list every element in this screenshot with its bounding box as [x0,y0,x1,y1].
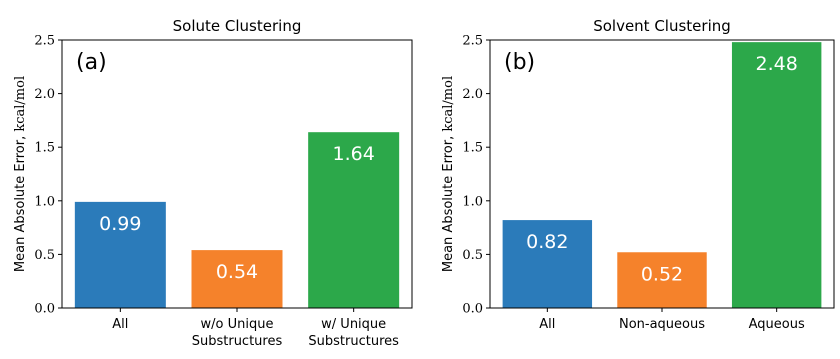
bar-b-1 [617,252,707,308]
panel-b: 0.82 0.52 2.48 0.0 0.5 1.0 1.5 2.0 2.5 All Non-aqu… [441,17,835,332]
y-tick-label-a-1: 0.5 [34,248,55,263]
category-label-b-1: Non-aqueous [619,317,705,332]
y-tick-label-b-3: 1.5 [462,141,483,156]
y-tick-label-a-3: 1.5 [34,141,55,156]
value-label-b-0: 0.82 [526,231,568,253]
panel-label-a: (a) [76,50,107,75]
value-label-b-2: 2.48 [756,53,798,75]
value-label-a-2: 1.64 [333,143,375,165]
category-label-a-0: All [112,317,128,332]
chart-title-a: Solute Clustering [173,17,302,35]
panel-a: 0.99 0.54 1.64 0.0 0.5 1.0 1.5 2.0 2.5 All w/o Uni… [13,17,413,349]
y-tick-label-b-5: 2.5 [462,34,483,49]
value-label-a-1: 0.54 [216,261,258,283]
bar-b-0 [502,220,593,308]
y-axis-label-b: Mean Absolute Error, kcal/mol [441,76,456,272]
y-tick-label-a-5: 2.5 [34,34,55,49]
value-label-a-0: 0.99 [99,213,141,235]
category-label-b-2: Aqueous [749,317,805,332]
y-tick-label-a-2: 1.0 [34,194,55,209]
bar-b-2 [731,42,822,308]
category-label-a-2: w/ Unique Substructures [308,317,399,349]
y-axis-label-a: Mean Absolute Error, kcal/mol [13,76,28,272]
chart-title-b: Solvent Clustering [593,17,731,35]
y-tick-label-b-1: 0.5 [462,248,483,263]
bar-a-1 [191,250,283,308]
category-label-b-0: All [539,317,555,332]
y-tick-label-a-0: 0.0 [34,302,55,317]
y-tick-label-a-4: 2.0 [34,87,55,102]
y-tick-label-b-2: 1.0 [462,194,483,209]
panel-label-b: (b) [504,50,535,75]
y-tick-label-b-4: 2.0 [462,87,483,102]
value-label-b-1: 0.52 [641,263,683,285]
bar-a-0 [74,201,166,308]
bar-a-2 [308,132,400,308]
category-label-a-1: w/o Unique Substructures [192,317,283,349]
y-tick-label-b-0: 0.0 [462,302,483,317]
